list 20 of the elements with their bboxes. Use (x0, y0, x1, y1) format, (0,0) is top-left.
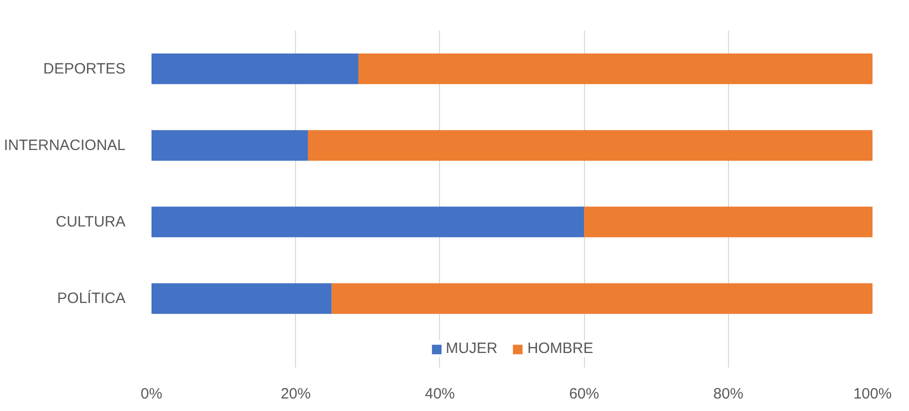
x-tick-label: 60% (569, 386, 600, 402)
legend-label: MUJER (446, 340, 498, 357)
x-tick-label: 80% (713, 386, 744, 402)
bar (332, 283, 872, 314)
legend-label: HOMBRE (527, 340, 594, 357)
bar (358, 53, 872, 84)
y-tick-label: POLÍTICA (57, 289, 126, 308)
y-tick-label: INTERNACIONAL (4, 136, 126, 154)
bar (152, 53, 358, 84)
x-tick-label: 0% (140, 386, 162, 402)
x-tick-label: 40% (424, 386, 455, 402)
x-tick-label: 100% (853, 386, 892, 402)
y-tick-label: DEPORTES (43, 60, 126, 78)
x-tick-label: 20% (280, 386, 311, 402)
y-tick-label: CULTURA (56, 213, 126, 230)
bar (152, 130, 308, 161)
bar (152, 283, 332, 314)
bar (308, 130, 872, 161)
bar (152, 206, 584, 238)
bar (584, 206, 872, 238)
